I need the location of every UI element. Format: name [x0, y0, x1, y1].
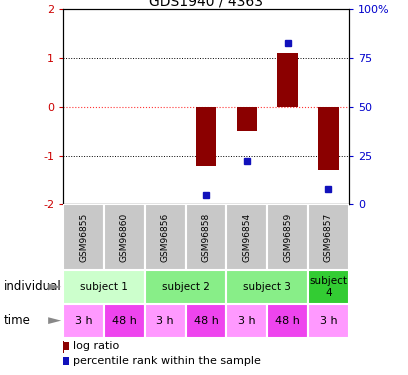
Text: subject
4: subject 4 [309, 276, 348, 298]
Text: 3 h: 3 h [75, 316, 93, 326]
Bar [237, 107, 257, 131]
Bar [318, 107, 339, 170]
Text: subject 2: subject 2 [162, 282, 210, 292]
Text: GSM96857: GSM96857 [324, 213, 333, 262]
Text: GSM96856: GSM96856 [161, 213, 170, 262]
Text: GSM96858: GSM96858 [202, 213, 211, 262]
Text: 48 h: 48 h [112, 316, 137, 326]
Bar [226, 204, 267, 270]
Text: 48 h: 48 h [194, 316, 218, 326]
Text: individual: individual [4, 280, 62, 293]
Bar [63, 304, 104, 338]
Bar [186, 204, 226, 270]
Bar [196, 107, 216, 166]
Bar [226, 270, 308, 304]
Bar [145, 270, 226, 304]
Bar [186, 304, 226, 338]
Text: 3 h: 3 h [238, 316, 256, 326]
Text: 3 h: 3 h [319, 316, 337, 326]
Bar [145, 304, 186, 338]
Bar [63, 270, 145, 304]
Bar [63, 204, 104, 270]
Bar [277, 53, 298, 107]
Bar [267, 204, 308, 270]
Bar [145, 204, 186, 270]
Text: 48 h: 48 h [275, 316, 300, 326]
Bar [104, 304, 145, 338]
Bar [308, 304, 349, 338]
Text: 3 h: 3 h [156, 316, 174, 326]
Text: subject 3: subject 3 [243, 282, 291, 292]
Text: subject 1: subject 1 [80, 282, 128, 292]
Text: log ratio: log ratio [73, 341, 119, 351]
Bar [63, 341, 64, 352]
Text: GSM96855: GSM96855 [79, 213, 88, 262]
Text: GSM96859: GSM96859 [283, 213, 292, 262]
Text: time: time [4, 314, 31, 327]
Bar [104, 204, 145, 270]
Bar [226, 304, 267, 338]
Text: GSM96854: GSM96854 [242, 213, 251, 262]
Title: GDS1940 / 4363: GDS1940 / 4363 [149, 0, 263, 8]
Text: GSM96860: GSM96860 [120, 213, 129, 262]
Bar [267, 304, 308, 338]
Text: percentile rank within the sample: percentile rank within the sample [73, 356, 260, 366]
Bar [308, 204, 349, 270]
Bar [308, 270, 349, 304]
